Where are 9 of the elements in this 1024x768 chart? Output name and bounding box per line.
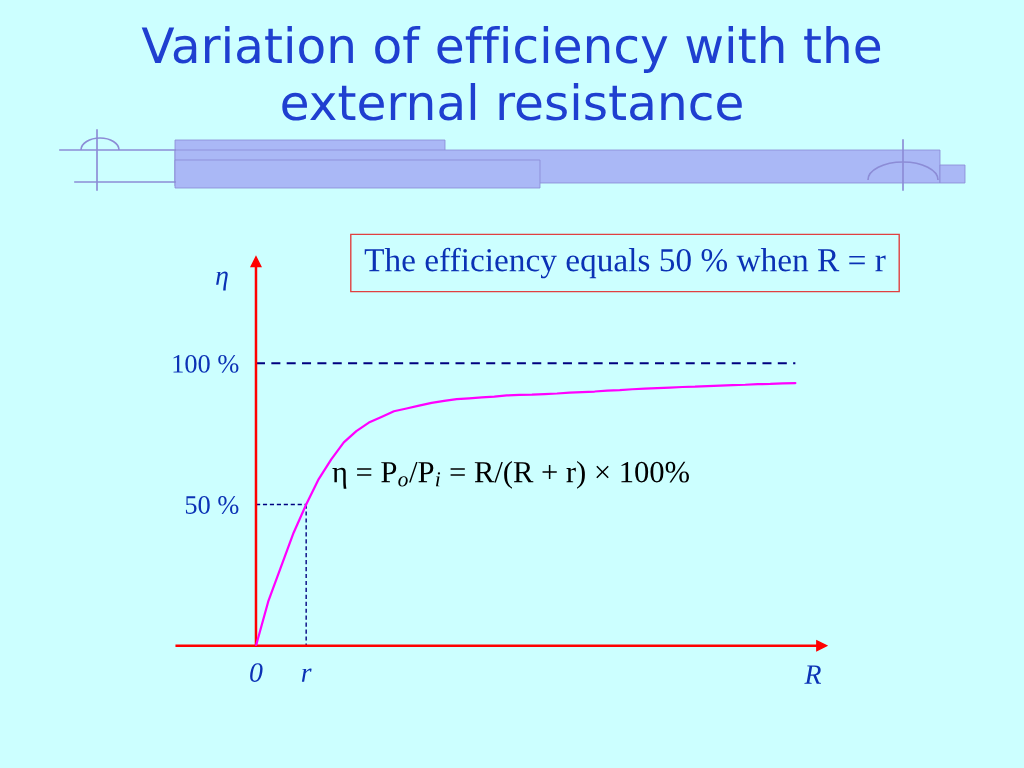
x-tick-label: 0 xyxy=(250,663,263,682)
y-tick-label: 100 % xyxy=(173,354,239,373)
annotation: The efficiency equals 50 % when R = r xyxy=(364,247,886,279)
y-tick-label: 50 % xyxy=(185,496,239,514)
y-axis-title: η xyxy=(216,271,228,291)
x-tick-label: r xyxy=(301,668,312,682)
x-axis-title: R xyxy=(804,665,822,684)
annotation: η = P$_{o}$/P$_{i}$ = R/(R + r) × 100% xyxy=(332,460,689,489)
chart-title: Variation of efficiency with the external resistance xyxy=(141,25,881,121)
